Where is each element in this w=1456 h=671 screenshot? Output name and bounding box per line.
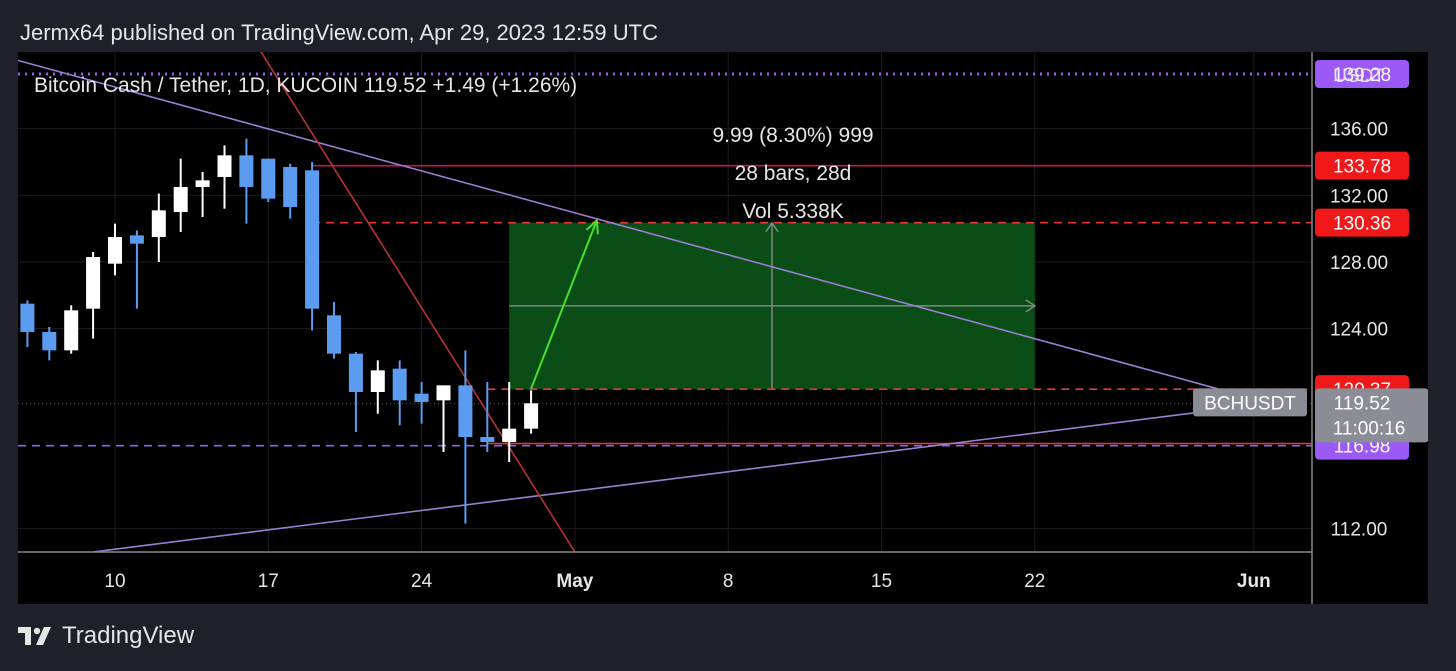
- symbol-legend: Bitcoin Cash / Tether, 1D, KUCOIN 119.52…: [34, 74, 577, 97]
- measure-label-2: Vol 5.338K: [742, 200, 844, 223]
- measure-label-0: 9.99 (8.30%) 999: [712, 124, 873, 147]
- x-tick-8: 8: [723, 571, 734, 592]
- tradingview-brand: TradingView: [62, 622, 195, 649]
- y-tick-124.00: 124.00: [1330, 320, 1388, 341]
- candle-body-day-9[interactable]: [86, 257, 101, 309]
- price-chart[interactable]: 9.99 (8.30%) 999 28 bars, 28d Vol 5.338K 1…: [18, 52, 1428, 604]
- y-tick-136.00: 136.00: [1330, 120, 1388, 141]
- candle-body-day-14[interactable]: [195, 180, 210, 187]
- measure-labels: 9.99 (8.30%) 999 28 bars, 28d Vol 5.338K: [712, 124, 873, 223]
- projection-arrow: [530, 218, 599, 390]
- price-tag-139.28: [1315, 60, 1409, 88]
- currency-label: USDT: [1333, 66, 1385, 87]
- y-tick-132.00: 132.00: [1330, 186, 1388, 207]
- projection-box: [509, 221, 1037, 390]
- candle-body-day-20[interactable]: [327, 315, 341, 354]
- x-tick-24: 24: [411, 571, 433, 592]
- price-tags: 139.28133.78130.36120.37117.11116.98BCHU…: [1193, 60, 1428, 460]
- trendlines: [18, 52, 1255, 553]
- candle-body-day-21[interactable]: [348, 353, 363, 392]
- price-tag-text-130.36: 130.36: [1333, 214, 1391, 235]
- tradingview-logo-icon: [18, 627, 51, 645]
- candle-body-day-18[interactable]: [283, 167, 298, 207]
- candle-body-day-6[interactable]: [20, 303, 35, 332]
- x-tick-22: 22: [1024, 571, 1045, 592]
- horizontal-levels: [18, 72, 1312, 447]
- measure-label-1: 28 bars, 28d: [735, 162, 852, 185]
- measure-right-arrowhead: [1025, 299, 1037, 313]
- y-tick-128.00: 128.00: [1330, 253, 1388, 274]
- candle-body-day-10[interactable]: [108, 237, 122, 264]
- candle-body-day-11[interactable]: [129, 235, 144, 244]
- last-price-text: 119.52: [1334, 393, 1391, 414]
- candle-body-day-8[interactable]: [64, 310, 79, 351]
- price-tag-text-139.28: 139.28: [1333, 65, 1391, 86]
- candle-body-day-26[interactable]: [458, 385, 473, 437]
- tradingview-logo[interactable]: TradingView: [18, 622, 194, 650]
- x-tick-15: 15: [871, 571, 892, 592]
- candle-body-day-12[interactable]: [151, 210, 166, 237]
- x-tick-17: 17: [258, 571, 279, 592]
- candle-body-day-19[interactable]: [305, 170, 320, 309]
- candle-body-day-23[interactable]: [392, 368, 407, 401]
- price-tag-133.78: [1315, 151, 1409, 180]
- candle-body-day-13[interactable]: [173, 187, 188, 212]
- arrow-shaft: [530, 219, 598, 390]
- symbol-tag: [1193, 388, 1307, 417]
- y-tick-112.00: 112.00: [1331, 520, 1388, 541]
- arrow-head: [585, 218, 599, 235]
- axes: 10 17 24 May 8 15 22 Jun 112.00 124.00 128.00 132.0…: [18, 52, 1388, 604]
- candles[interactable]: [18, 138, 539, 524]
- candle-body-day-17[interactable]: [261, 158, 276, 199]
- candle-body-day-27[interactable]: [480, 437, 495, 442]
- candle-body-day-7[interactable]: [42, 332, 57, 351]
- trendline-1: [92, 404, 1254, 553]
- publisher-header: Jermx64 published on TradingView.com, Ap…: [20, 20, 658, 45]
- measure-up-arrowhead: [765, 221, 779, 233]
- candle-body-day-24[interactable]: [414, 393, 429, 402]
- candle-body-day-25[interactable]: [436, 385, 451, 401]
- x-tick-10: 10: [104, 571, 125, 592]
- trendline-2: [260, 52, 576, 553]
- chart-frame[interactable]: 9.99 (8.30%) 999 28 bars, 28d Vol 5.338K 1…: [18, 52, 1428, 604]
- candle-body-day-15[interactable]: [217, 155, 232, 177]
- x-tick-May: May: [556, 571, 593, 592]
- candle-body-day-22[interactable]: [370, 370, 385, 392]
- price-tag-130.36: [1315, 208, 1409, 237]
- symbol-tag-text: BCHUSDT: [1204, 393, 1296, 414]
- countdown-text: 11:00:16: [1333, 418, 1406, 439]
- candle-body-day-16[interactable]: [239, 155, 254, 187]
- candle-body-day-28[interactable]: [502, 428, 517, 442]
- candle-body-day-29[interactable]: [524, 403, 539, 429]
- x-tick-Jun: Jun: [1237, 571, 1271, 592]
- last-price-tag: [1315, 388, 1428, 443]
- trendline-0: [18, 59, 1255, 400]
- price-tag-text-133.78: 133.78: [1333, 157, 1391, 178]
